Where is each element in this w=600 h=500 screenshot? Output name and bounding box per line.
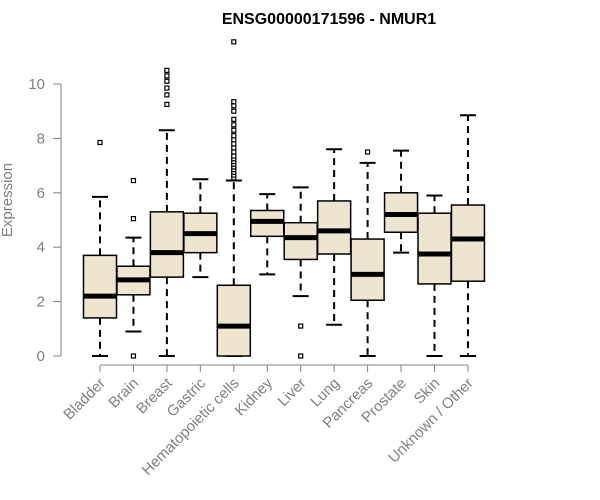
box-prostate (383, 149, 419, 254)
y-tick-label: 6 (37, 185, 45, 202)
outlier-point (164, 85, 170, 91)
y-axis-title: Expression (0, 163, 16, 237)
outlier-point (231, 141, 237, 147)
outlier-point (231, 108, 237, 114)
box-unknown-other (450, 114, 486, 357)
box-body (283, 221, 318, 261)
outlier-point (130, 353, 137, 359)
box-kidney (250, 193, 285, 276)
outlier-point (365, 149, 371, 155)
outlier-point (231, 127, 237, 133)
outlier-point (164, 67, 170, 74)
outlier-point (130, 177, 137, 184)
box-body (216, 284, 252, 357)
x-tick-label: Bladder (60, 375, 109, 424)
x-tick-label: Kidney (232, 374, 277, 419)
box-body (417, 212, 452, 285)
outlier-point (231, 122, 237, 128)
outlier-point (231, 39, 237, 45)
outlier-point (231, 137, 237, 143)
outlier-point (231, 153, 237, 159)
outlier-point (164, 101, 170, 108)
outlier-point (164, 92, 170, 98)
x-tick-label: Liver (275, 375, 310, 410)
outlier-point (130, 216, 137, 222)
outlier-point (231, 116, 237, 122)
box-body (350, 238, 385, 301)
outlier-point (231, 149, 237, 155)
outlier-point (231, 145, 237, 151)
y-tick-label: 4 (37, 239, 45, 256)
box-brain (116, 177, 151, 359)
y-tick-label: 2 (37, 294, 45, 311)
box-breast (149, 67, 185, 357)
box-skin (417, 194, 452, 357)
chart-title: ENSG00000171596 - NMUR1 (222, 11, 436, 28)
box-body (82, 254, 118, 319)
box-gastric (183, 178, 218, 279)
outlier-point (231, 99, 237, 105)
outlier-point (231, 103, 237, 109)
box-body (450, 204, 486, 282)
box-pancreas (350, 149, 385, 357)
outlier-point (231, 133, 237, 139)
outlier-point (298, 353, 304, 359)
box-body (316, 200, 352, 255)
box-body (149, 211, 185, 278)
outlier-point (298, 323, 304, 329)
y-tick-label: 8 (37, 130, 45, 147)
outlier-point (164, 73, 170, 79)
box-liver (283, 186, 318, 359)
box-hematopoietic-cells (216, 39, 252, 357)
outlier-point (164, 78, 170, 84)
y-tick-label: 10 (28, 76, 45, 93)
y-axis: 0 2 4 6 8 10 (28, 76, 62, 365)
box-lung (316, 148, 352, 326)
outlier-point (97, 139, 103, 146)
box-bladder (82, 139, 118, 357)
boxes-group (82, 39, 486, 359)
y-tick-label: 0 (37, 348, 45, 365)
